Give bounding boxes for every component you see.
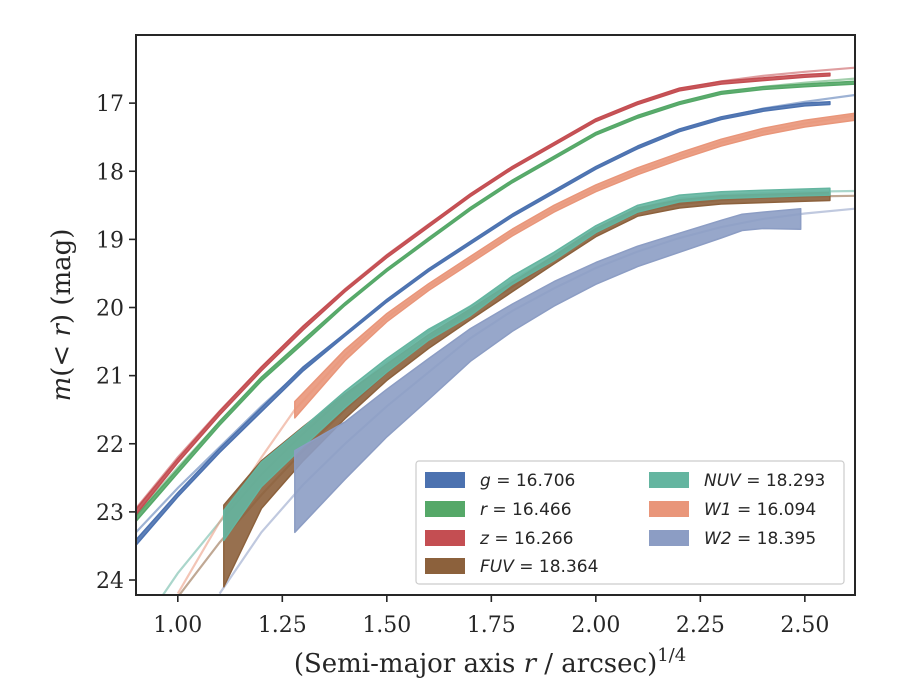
legend-label-nuv: NUV = 18.293	[704, 471, 825, 491]
x-tick-label: 2.50	[780, 613, 829, 638]
legend-label-z: z = 16.266	[479, 529, 573, 549]
legend-label-fuv: FUV = 18.364	[480, 557, 598, 577]
x-axis-ticks: 1.00 1.25 1.50 1.75 2.00 2.25 2.50	[153, 595, 829, 638]
x-tick-label: 1.75	[467, 613, 516, 638]
legend: g = 16.706 r = 16.466 z = 16.266 FUV = 18.3…	[415, 460, 845, 585]
legend-swatch-z	[425, 530, 465, 546]
legend-swatch-r	[425, 501, 465, 517]
legend-swatch-nuv	[649, 472, 689, 488]
x-tick-label: 2.25	[676, 613, 725, 638]
y-tick-label: 20	[96, 297, 124, 322]
y-tick-label: 17	[96, 92, 124, 117]
x-tick-label: 1.25	[258, 613, 307, 638]
legend-swatch-w2	[649, 530, 689, 546]
y-tick-label: 24	[96, 569, 124, 594]
legend-label-w2: W2 = 18.395	[704, 529, 816, 549]
y-tick-label: 23	[96, 501, 124, 526]
data-bands	[136, 72, 855, 588]
data-band-g	[136, 101, 831, 547]
y-axis-title: m(< r) (mag)	[47, 229, 77, 402]
y-tick-label: 22	[96, 433, 124, 458]
x-tick-label: 1.50	[362, 613, 411, 638]
legend-label-w1: W1 = 16.094	[704, 500, 816, 520]
legend-box	[415, 460, 845, 585]
x-axis-title: (Semi-major axis r / arcsec)1/4	[294, 645, 686, 679]
y-axis-ticks: 17 18 19 20 21 22 23 24	[96, 92, 136, 594]
legend-swatch-w1	[649, 501, 689, 517]
data-band-w1	[294, 112, 855, 419]
data-band-z	[136, 72, 831, 516]
y-tick-label: 18	[96, 160, 124, 185]
y-tick-label: 21	[96, 365, 124, 390]
data-band-w2	[294, 207, 802, 534]
data-band-r	[136, 80, 855, 523]
x-tick-label: 2.00	[571, 613, 620, 638]
x-tick-label: 1.00	[153, 613, 202, 638]
plot-frame	[135, 34, 856, 596]
legend-swatch-fuv	[425, 558, 465, 574]
data-band-nuv	[223, 187, 831, 542]
legend-label-g: g = 16.706	[480, 471, 575, 491]
legend-label-r: r = 16.466	[480, 500, 572, 520]
y-tick-label: 19	[96, 228, 124, 253]
legend-entries: g = 16.706 r = 16.466 z = 16.266 FUV = 18.3…	[425, 471, 825, 577]
legend-swatch-g	[425, 472, 465, 488]
